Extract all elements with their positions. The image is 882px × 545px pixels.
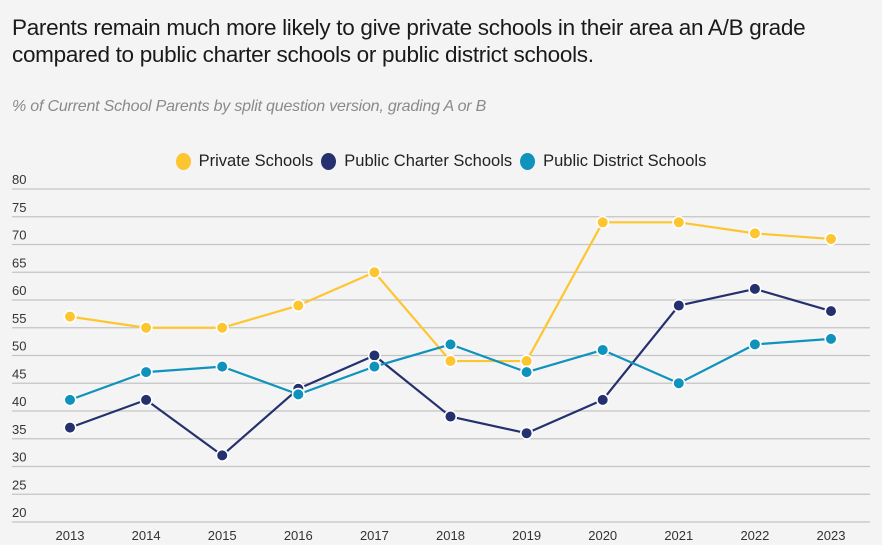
series-line-public-charter-schools: [69, 287, 832, 457]
legend-item-district[interactable]: Public District Schools: [520, 152, 706, 171]
data-point-public-district-schools: Public District Schools 2018: 52: [443, 337, 458, 351]
legend-item-private[interactable]: Private Schools: [175, 152, 314, 171]
y-tick-label: 60: [12, 283, 26, 298]
data-point-public-district-schools: Public District Schools 2014: 47: [139, 365, 153, 379]
data-point-private-schools: Private Schools 2015: 55: [215, 321, 229, 335]
data-point-public-district-schools: Public District Schools 2017: 48: [367, 360, 382, 374]
data-point-public-district-schools: Public District Schools 2022: 52: [748, 337, 762, 351]
data-point-private-schools: Private Schools 2017: 65: [367, 265, 382, 279]
data-point-public-district-schools: Public District Schools 2015: 48: [215, 360, 229, 374]
data-point-private-schools: Private Schools 2014: 55: [139, 321, 153, 335]
y-tick-label: 35: [12, 422, 26, 437]
legend: Private Schools Public Charter Schools P…: [0, 152, 882, 171]
data-point-public-charter-schools: Public Charter Schools 2018: 39: [443, 409, 458, 424]
data-point-public-charter-schools: Public Charter Schools 2019: 36: [519, 426, 534, 440]
chart-title: Parents remain much more likely to give …: [12, 15, 806, 67]
y-tick-label: 45: [12, 366, 26, 381]
data-point-public-charter-schools: Public Charter Schools 2022: 62: [748, 282, 762, 296]
y-tick-label: 70: [12, 228, 26, 243]
legend-item-charter[interactable]: Public Charter Schools: [321, 152, 512, 171]
y-tick-label: 65: [12, 255, 26, 270]
x-tick-label: 2021: [664, 528, 693, 543]
chart-subtitle: % of Current School Parents by split que…: [12, 98, 487, 115]
y-tick-label: 80: [12, 172, 26, 187]
x-tick-label: 2022: [740, 528, 769, 543]
y-tick-label: 75: [12, 200, 26, 215]
data-point-public-district-schools: Public District Schools 2020: 51: [596, 343, 610, 357]
data-point-private-schools: Private Schools 2019: 49: [519, 354, 534, 368]
data-point-private-schools: Private Schools 2022: 72: [748, 226, 762, 241]
data-point-private-schools: Private Schools 2016: 59: [291, 298, 305, 313]
y-tick-label: 30: [12, 450, 26, 465]
data-point-private-schools: Private Schools 2023: 71: [824, 232, 838, 246]
data-point-public-charter-schools: Public Charter Schools 2020: 42: [596, 393, 610, 407]
x-tick-label: 2013: [56, 528, 85, 543]
data-point-public-district-schools: Public District Schools 2021: 45: [672, 376, 686, 390]
legend-label-district: Public District Schools: [543, 152, 707, 170]
line-chart: 20 25 30 35 40 45 50 55 60 65 70 75 80 2013 2014 2015 20…: [12, 172, 870, 543]
x-tick-label: 2014: [132, 528, 161, 543]
x-tick-label: 2019: [512, 528, 541, 543]
legend-label-charter: Public Charter Schools: [344, 152, 513, 170]
data-point-public-charter-schools: Public Charter Schools 2014: 42: [139, 393, 153, 407]
x-tick-label: 2023: [817, 528, 846, 543]
legend-marker-private: [175, 153, 191, 170]
data-point-public-charter-schools: Public Charter Schools 2017: 50: [367, 348, 382, 363]
data-point-public-charter-schools: Public Charter Schools 2015: 32: [215, 448, 229, 463]
y-tick-label: 55: [12, 311, 26, 326]
data-point-private-schools: Private Schools 2013: 57: [63, 310, 77, 324]
x-tick-label: 2020: [588, 528, 617, 543]
data-point-public-district-schools: Public District Schools 2016: 43: [291, 387, 305, 401]
data-point-public-district-schools: Public District Schools 2023: 53: [824, 332, 838, 346]
y-tick-label: 50: [12, 339, 26, 354]
legend-label-private: Private Schools: [198, 152, 314, 170]
data-point-private-schools: Private Schools 2018: 49: [443, 354, 458, 368]
x-tick-label: 2018: [436, 528, 465, 543]
data-point-public-district-schools: Public District Schools 2019: 47: [519, 365, 534, 379]
data-point-public-charter-schools: Public Charter Schools 2021: 59: [672, 298, 686, 313]
x-tick-label: 2015: [208, 528, 237, 543]
legend-marker-charter: [321, 153, 337, 170]
data-point-public-district-schools: Public District Schools 2013: 42: [63, 393, 77, 407]
data-point-public-charter-schools: Public Charter Schools 2013: 37: [63, 421, 77, 435]
legend-marker-district: [520, 153, 536, 170]
x-tick-label: 2017: [360, 528, 389, 543]
x-tick-label: 2016: [284, 528, 313, 543]
y-tick-label: 25: [12, 477, 26, 492]
y-tick-label: 40: [12, 394, 26, 409]
data-point-private-schools: Private Schools 2021: 74: [672, 215, 686, 229]
data-point-public-charter-schools: Public Charter Schools 2023: 58: [824, 304, 838, 318]
y-tick-label: 20: [12, 505, 26, 520]
data-point-private-schools: Private Schools 2020: 74: [596, 215, 610, 229]
